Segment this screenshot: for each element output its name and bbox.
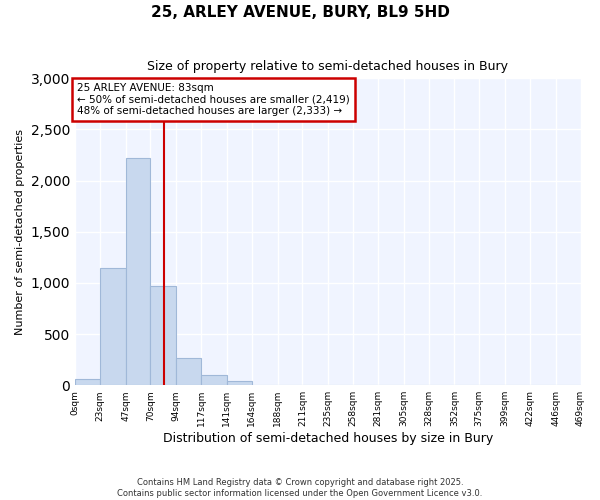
Bar	[125, 158, 151, 385]
Text: 25, ARLEY AVENUE, BURY, BL9 5HD: 25, ARLEY AVENUE, BURY, BL9 5HD	[151, 5, 449, 20]
X-axis label: Distribution of semi-detached houses by size in Bury: Distribution of semi-detached houses by …	[163, 432, 493, 445]
Bar	[100, 268, 125, 385]
Bar	[75, 379, 100, 385]
Bar	[201, 375, 227, 385]
Bar	[151, 286, 176, 385]
Bar	[176, 358, 201, 385]
Text: 25 ARLEY AVENUE: 83sqm
← 50% of semi-detached houses are smaller (2,419)
48% of : 25 ARLEY AVENUE: 83sqm ← 50% of semi-det…	[77, 83, 350, 116]
Y-axis label: Number of semi-detached properties: Number of semi-detached properties	[15, 129, 25, 335]
Bar	[227, 381, 252, 385]
Text: Contains HM Land Registry data © Crown copyright and database right 2025.
Contai: Contains HM Land Registry data © Crown c…	[118, 478, 482, 498]
Bar	[252, 384, 278, 385]
Title: Size of property relative to semi-detached houses in Bury: Size of property relative to semi-detach…	[147, 60, 508, 73]
